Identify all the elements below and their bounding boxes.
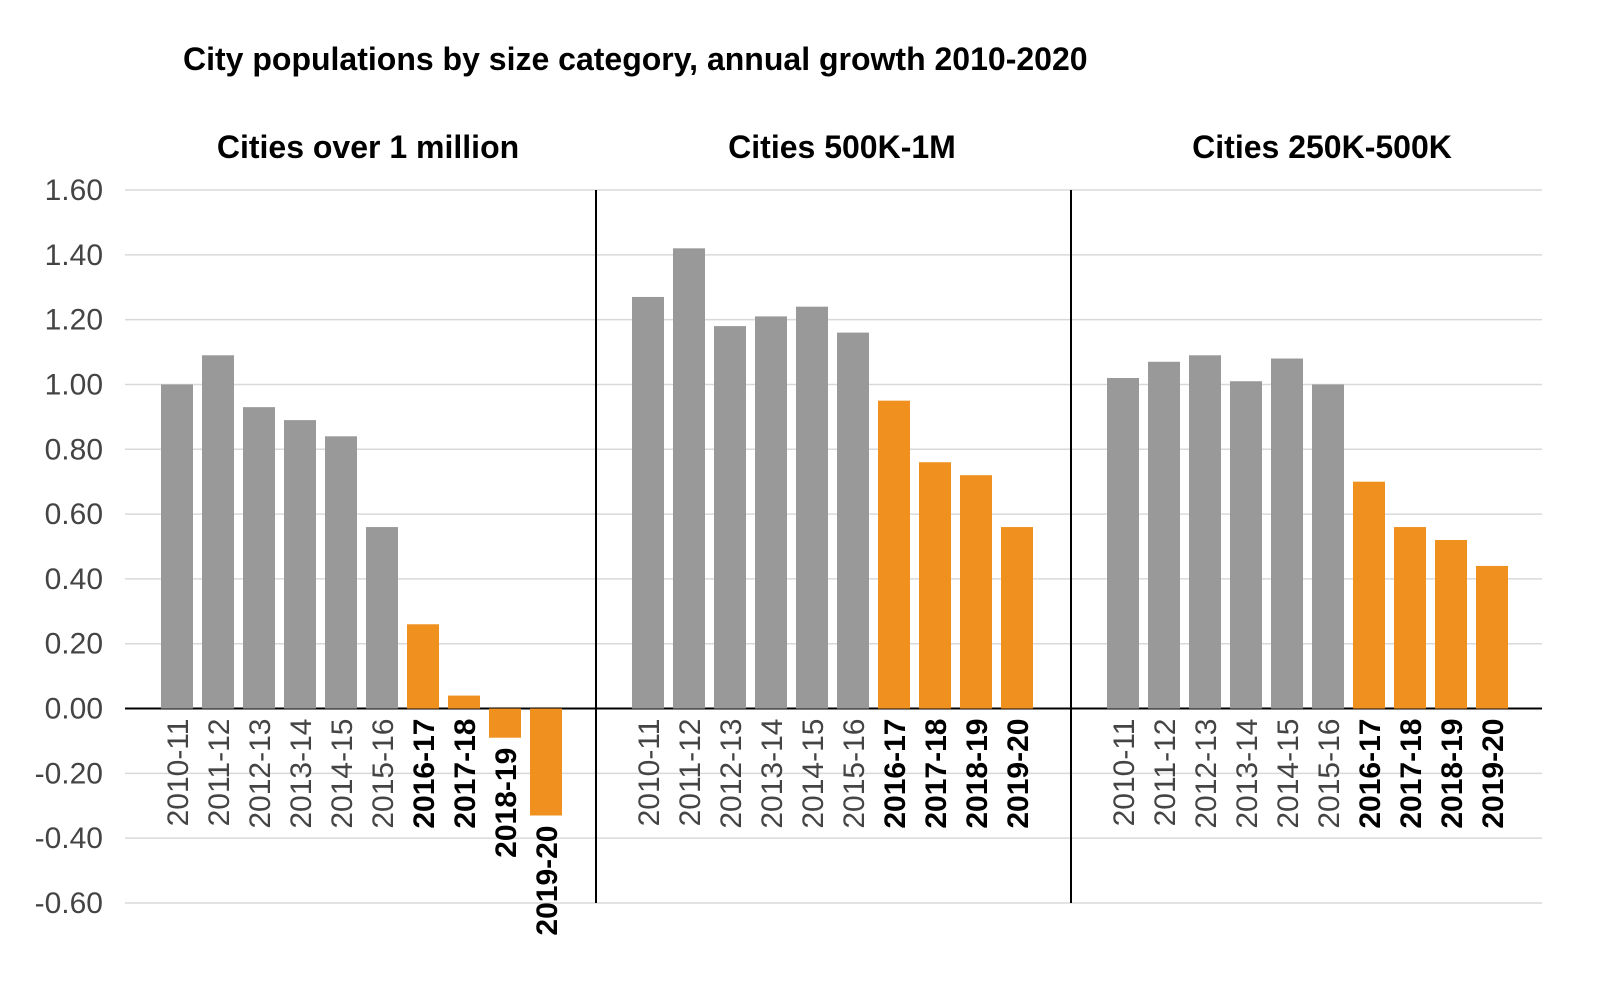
x-tick-label: 2010-11 (162, 719, 195, 827)
bar (837, 332, 869, 709)
y-tick-label: -0.40 (35, 822, 103, 855)
x-tick-label: 2015-16 (1313, 719, 1346, 829)
panel-title: Cities 500K-1M (728, 129, 956, 165)
x-tick-label: 2017-18 (920, 719, 953, 829)
bar (407, 624, 439, 709)
bar (489, 708, 521, 738)
bar (796, 306, 828, 709)
y-tick-label: 0.00 (45, 693, 103, 726)
bar (530, 708, 562, 816)
x-tick-label: 2013-14 (1231, 719, 1264, 829)
bar (243, 407, 275, 709)
grid-layer (125, 189, 1542, 904)
y-tick-label: 1.60 (45, 174, 103, 207)
x-tick-label: 2015-16 (838, 719, 871, 829)
x-tick-label: 2018-19 (1436, 719, 1469, 829)
chart-title: City populations by size category, annua… (183, 41, 1088, 77)
x-tick-label: 2012-13 (715, 719, 748, 829)
x-tick-label: 2011-12 (1149, 719, 1182, 827)
bar (202, 355, 234, 709)
x-tick-label: 2019-20 (531, 825, 564, 935)
y-tick-label: 0.40 (45, 563, 103, 596)
y-tick-label: 1.20 (45, 304, 103, 337)
bar (960, 475, 992, 709)
y-tick-label: 0.60 (45, 498, 103, 531)
bar (284, 420, 316, 709)
bar (366, 527, 398, 709)
x-tick-label: 2016-17 (1354, 719, 1387, 829)
bar (1189, 355, 1221, 709)
y-tick-label: -0.20 (35, 757, 103, 790)
bar (1107, 377, 1139, 709)
bar (1148, 361, 1180, 709)
bar (448, 695, 480, 709)
bar (1435, 540, 1467, 709)
y-tick-label: 0.80 (45, 433, 103, 466)
x-tick-label: 2014-15 (326, 719, 359, 829)
bar (161, 384, 193, 709)
y-tick-label: 0.20 (45, 628, 103, 661)
bar (755, 316, 787, 709)
bar (1312, 384, 1344, 709)
x-tick-label: 2018-19 (490, 748, 523, 858)
bar (1271, 358, 1303, 709)
x-tick-label: 2012-13 (244, 719, 277, 829)
x-tick-label: 2019-20 (1477, 719, 1510, 829)
bar (325, 436, 357, 709)
y-tick-label: -0.60 (35, 887, 103, 920)
x-tick-label: 2012-13 (1190, 719, 1223, 829)
y-tick-label: 1.40 (45, 239, 103, 272)
bar (1001, 527, 1033, 709)
x-tick-label: 2013-14 (756, 719, 789, 829)
x-tick-label: 2017-18 (1395, 719, 1428, 829)
x-tick-label: 2017-18 (449, 719, 482, 829)
x-tick-label: 2016-17 (408, 719, 441, 829)
x-tick-label: 2015-16 (367, 719, 400, 829)
bar (1476, 565, 1508, 709)
x-tick-label: 2019-20 (1002, 719, 1035, 829)
bar (1353, 481, 1385, 709)
panel-title: Cities 250K-500K (1192, 129, 1452, 165)
x-tick-label: 2018-19 (961, 719, 994, 829)
x-tick-label: 2011-12 (674, 719, 707, 827)
bars-layer (161, 248, 1508, 816)
x-tick-label: 2010-11 (633, 719, 666, 827)
bar (673, 248, 705, 709)
bar (878, 400, 910, 709)
x-tick-label: 2011-12 (203, 719, 236, 827)
panel-title: Cities over 1 million (217, 129, 519, 165)
bar (632, 296, 664, 709)
x-tick-label: 2016-17 (879, 719, 912, 829)
bar (714, 326, 746, 709)
x-tick-label: 2010-11 (1108, 719, 1141, 827)
bar (919, 462, 951, 709)
x-tick-label: 2014-15 (1272, 719, 1305, 829)
x-tick-label: 2014-15 (797, 719, 830, 829)
y-tick-label: 1.00 (45, 368, 103, 401)
labels-layer: 1.60 1.40 1.20 1.00 0.80 0.60 0.40 0.20 0.00 -0.2… (35, 129, 1510, 936)
x-tick-label: 2013-14 (285, 719, 318, 829)
bar (1394, 527, 1426, 709)
bar (1230, 381, 1262, 709)
